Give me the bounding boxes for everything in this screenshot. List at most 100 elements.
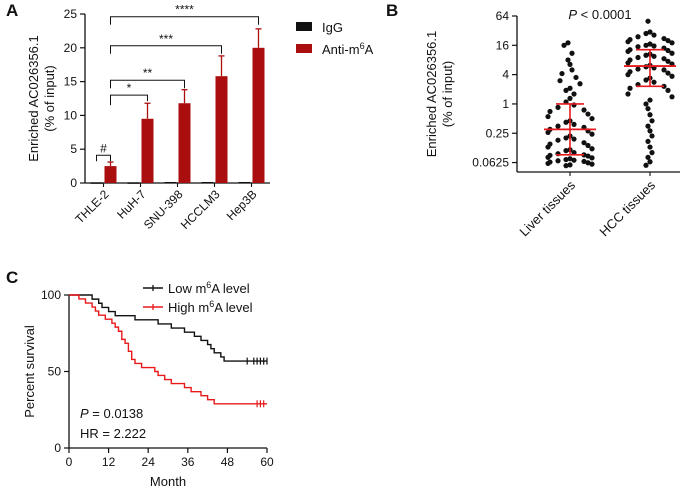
sig-bracket — [110, 79, 185, 89]
data-point — [625, 60, 631, 66]
x-tick-label: HCCLM3 — [178, 187, 223, 232]
y-axis-label-line1: Enriched AC026356.1 — [424, 31, 439, 157]
data-point — [647, 29, 653, 35]
data-point — [643, 162, 649, 168]
data-point — [651, 53, 657, 59]
data-point — [547, 108, 553, 115]
data-point — [661, 67, 667, 73]
sig-bracket — [96, 154, 111, 162]
data-point — [555, 104, 561, 110]
bar-igg — [127, 182, 140, 184]
data-point — [651, 43, 657, 49]
x-tick-label: 48 — [221, 455, 235, 469]
x-tick-label: Liver tissues — [516, 177, 578, 239]
data-point — [651, 32, 657, 38]
data-point — [589, 155, 595, 161]
data-point — [581, 107, 587, 113]
data-point — [625, 48, 631, 54]
data-point — [571, 150, 577, 156]
data-point — [635, 34, 641, 40]
y-tick-label: 0 — [70, 176, 77, 190]
bar-igg — [201, 181, 214, 184]
bar-anti-m6a — [215, 76, 228, 183]
data-point — [567, 162, 573, 168]
panel-a-bar-chart: 0 5 10 15 20 25 Enriched AC026356.1 (% of input… — [26, 3, 374, 232]
data-point — [563, 135, 569, 141]
y-tick-label: 4 — [502, 68, 509, 82]
bar-igg — [164, 181, 177, 184]
data-point — [625, 91, 631, 97]
legend-label: High m6A level — [168, 299, 253, 315]
data-point — [647, 97, 653, 103]
y-tick-label: 20 — [64, 41, 78, 55]
data-point — [565, 40, 571, 46]
data-point — [627, 85, 633, 91]
sig-label: ** — [143, 66, 153, 80]
y-tick-label: 25 — [64, 7, 78, 21]
data-point — [545, 129, 551, 136]
data-point — [647, 128, 653, 134]
data-point — [561, 42, 567, 48]
y-tick-label: 1 — [502, 97, 509, 111]
data-point — [625, 72, 631, 78]
legend-label: Low m6A level — [168, 280, 250, 296]
x-tick-label: 36 — [181, 455, 195, 469]
x-tick-label: HCC tissues — [596, 177, 658, 239]
data-point — [571, 121, 577, 127]
data-point — [661, 56, 667, 62]
p-value-annotation: P = 0.0138 — [80, 406, 143, 421]
sig-label: *** — [159, 32, 173, 46]
y-axis-label: Percent survival — [22, 325, 37, 418]
data-point — [643, 52, 649, 58]
data-point — [643, 77, 649, 83]
panel-b-letter: B — [386, 1, 398, 20]
y-axis-label-line2: (% of input) — [42, 65, 57, 131]
data-point — [567, 85, 573, 91]
data-point — [649, 150, 655, 156]
bar-anti-m6a — [178, 103, 191, 183]
data-point — [643, 42, 649, 48]
data-point — [645, 18, 651, 24]
data-point — [645, 154, 651, 160]
data-point — [565, 57, 571, 63]
data-point — [625, 39, 631, 45]
data-point — [585, 153, 591, 159]
data-point — [555, 137, 561, 143]
panel-c-letter: C — [6, 268, 18, 287]
survival-curve-low — [69, 294, 267, 362]
data-point — [585, 142, 591, 149]
y-tick-label: 0.0625 — [472, 156, 509, 170]
data-point — [669, 73, 675, 79]
y-axis-label-line1: Enriched AC026356.1 — [26, 35, 41, 161]
sig-bracket — [110, 94, 148, 106]
data-point — [645, 138, 651, 145]
data-point — [557, 78, 563, 84]
data-point — [581, 158, 587, 165]
data-point — [645, 106, 651, 112]
x-tick-label: 24 — [142, 455, 156, 469]
data-point — [569, 67, 575, 73]
survival-curve-high — [69, 294, 267, 405]
data-point — [563, 119, 569, 125]
data-point — [647, 144, 653, 150]
data-point — [669, 40, 675, 46]
panel-c-survival-chart: 0 50 100 0 12 24 36 48 60 Month Percent survival Lo… — [22, 280, 274, 489]
bar-anti-m6a — [252, 47, 265, 183]
data-point — [643, 30, 649, 37]
data-point — [555, 158, 561, 164]
y-tick-label: 0 — [54, 441, 61, 455]
x-tick-label: SNU-398 — [141, 187, 186, 232]
panel-b-scatter-chart: 0.0625 0.25 1 4 16 64 Enriched AC026356.1 (% of… — [424, 7, 680, 239]
data-point — [665, 58, 671, 64]
y-tick-label: 0.25 — [486, 126, 510, 140]
data-point — [563, 156, 569, 163]
data-point — [661, 35, 667, 42]
data-point — [571, 91, 577, 97]
data-point — [581, 140, 587, 146]
data-point — [585, 160, 591, 166]
sig-label: # — [100, 141, 107, 155]
data-point — [571, 136, 577, 142]
data-point — [567, 156, 573, 162]
data-point — [545, 113, 551, 120]
